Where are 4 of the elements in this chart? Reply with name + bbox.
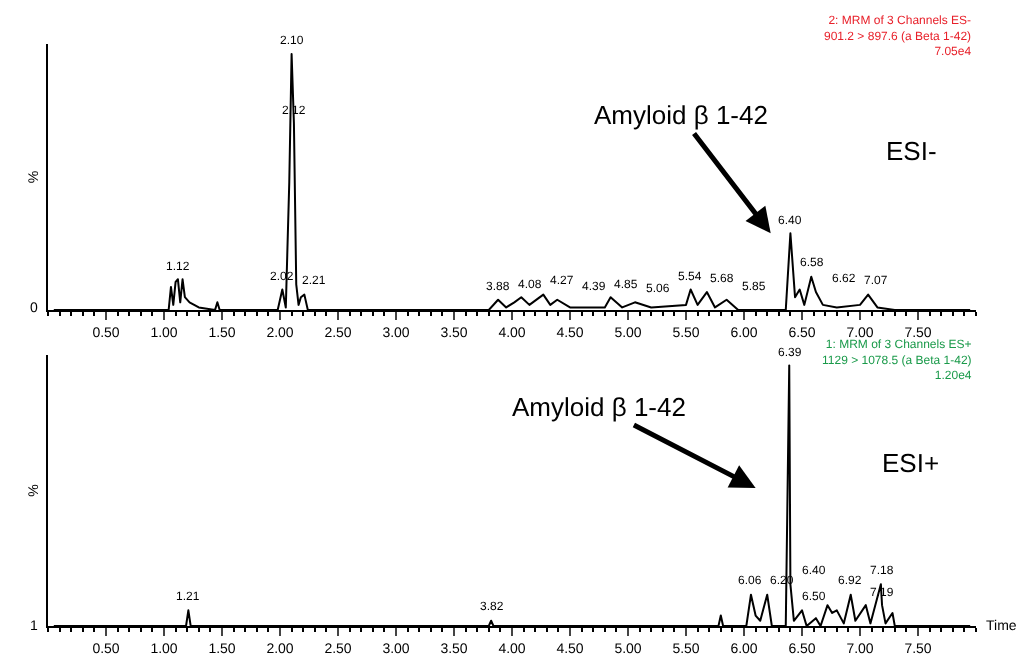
annotation: Amyloid β 1-42 bbox=[512, 392, 686, 422]
annotation: Amyloid β 1-42 bbox=[594, 100, 768, 130]
annotation: ESI- bbox=[886, 136, 937, 166]
annotation: ESI+ bbox=[882, 448, 940, 478]
